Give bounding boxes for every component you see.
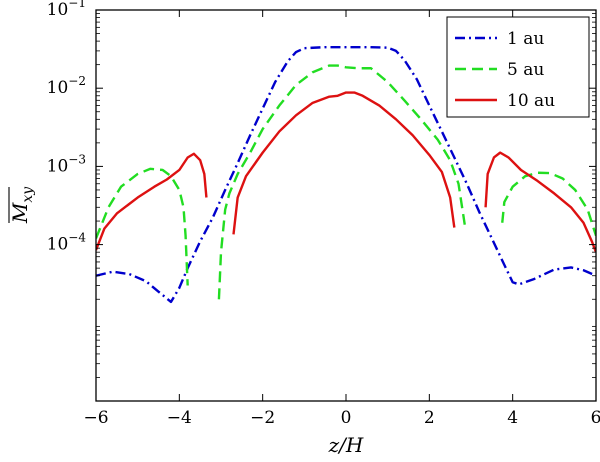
x-tick-label: 2 [424,408,435,428]
series-line-10-au-segment-1 [96,152,208,251]
x-tick-label: 4 [507,408,518,428]
y-axis-title: Mxy [8,186,36,224]
legend-label-1-au: 1 au [507,29,544,49]
y-tick-label: 10−4 [47,231,87,255]
series-line-5-au-segment-2 [217,64,466,300]
legend-label-5-au: 5 au [507,60,544,80]
series-line-10-au-segment-2 [232,91,456,235]
x-tick-label: −6 [83,408,108,428]
svg-text:Mxy: Mxy [8,186,36,224]
series-line-5-au-segment-3 [501,171,596,237]
x-tick-label: 0 [341,408,352,428]
x-axis-title: z/H [328,433,364,457]
series-line-10-au-segment-3 [484,151,596,253]
legend-label-10-au: 10 au [507,91,555,111]
x-tick-label: −4 [167,408,192,428]
y-tick-label: 10−1 [47,0,86,20]
x-tick-label: −2 [250,408,275,428]
series-layer [96,45,596,304]
series-line-5-au-segment-1 [96,167,189,286]
y-tick-label: 10−3 [47,152,86,176]
ticks-layer: −6 −4 −2 0 2 4 6 10−4 10−3 10−2 10−1 [47,0,600,428]
x-tick-label: 6 [591,408,600,428]
legend: 1 au 5 au 10 au [446,16,590,118]
y-tick-label: 10−2 [47,74,86,98]
series-line-1-au-segment-1 [96,45,596,304]
